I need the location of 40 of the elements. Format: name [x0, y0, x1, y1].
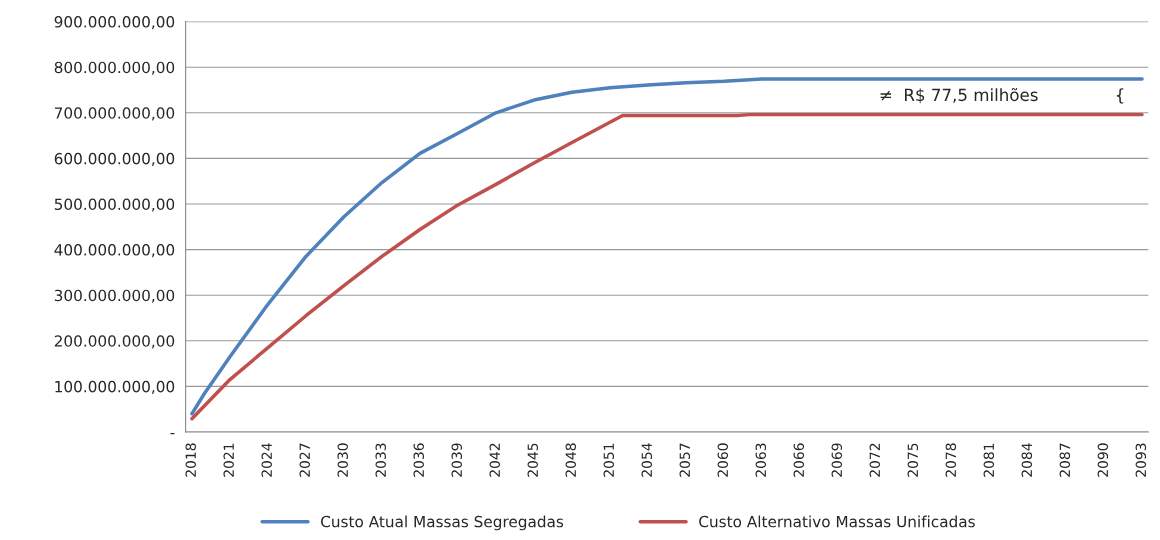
x-tick-label: 2072 [869, 443, 881, 477]
y-tick-label: - [170, 433, 175, 435]
x-tick-label: 2081 [983, 443, 995, 477]
y-tick-label: 800.000.000,00 [54, 61, 175, 75]
x-tick-label: 2087 [1059, 443, 1071, 477]
x-tick-label: 2084 [1021, 443, 1033, 477]
y-tick-label: 900.000.000,00 [54, 16, 175, 30]
x-tick-label: 2039 [451, 443, 462, 477]
x-tick-label: 2045 [527, 443, 539, 477]
x-tick-label: 2054 [641, 443, 653, 477]
annotation: { [1116, 88, 1124, 104]
x-tick-label: 2036 [413, 443, 424, 477]
x-tick-label: 2069 [831, 443, 843, 477]
y-tick-label: 700.000.000,00 [54, 107, 175, 121]
x-tick-label: 2057 [679, 443, 691, 477]
x-tick-label: 2024 [261, 443, 272, 477]
x-tick-label: 2030 [337, 443, 348, 477]
x-tick-label: 2066 [793, 443, 805, 477]
x-tick-label: 2048 [565, 443, 577, 477]
y-tick-label: 600.000.000,00 [54, 152, 175, 166]
x-tick-label: 2075 [907, 443, 919, 477]
legend-label: Custo Atual Massas Segregadas [321, 515, 564, 531]
x-tick-label: 2042 [489, 443, 501, 477]
y-tick-label: 500.000.000,00 [54, 198, 175, 212]
y-tick-label: 100.000.000,00 [55, 380, 175, 394]
x-tick-label: 2027 [299, 443, 310, 477]
y-tick-label: 200.000.000,00 [54, 335, 175, 349]
annotation: ≠ R$ 77,5 milhões [880, 87, 1038, 104]
x-tick-label: 2033 [375, 443, 386, 477]
x-tick-label: 2093 [1135, 443, 1147, 477]
x-tick-label: 2090 [1097, 443, 1109, 477]
x-tick-label: 2051 [603, 443, 615, 477]
legend-label: Custo Alternativo Massas Unificadas [699, 515, 975, 528]
x-tick-label: 2021 [223, 443, 234, 477]
x-tick-label: 2063 [755, 443, 767, 477]
x-tick-label: 2078 [945, 443, 957, 477]
y-tick-label: 400.000.000,00 [54, 244, 175, 258]
x-tick-label: 2060 [717, 443, 729, 477]
y-tick-label: 300.000.000,00 [54, 289, 175, 303]
x-tick-label: 2018 [185, 443, 196, 477]
